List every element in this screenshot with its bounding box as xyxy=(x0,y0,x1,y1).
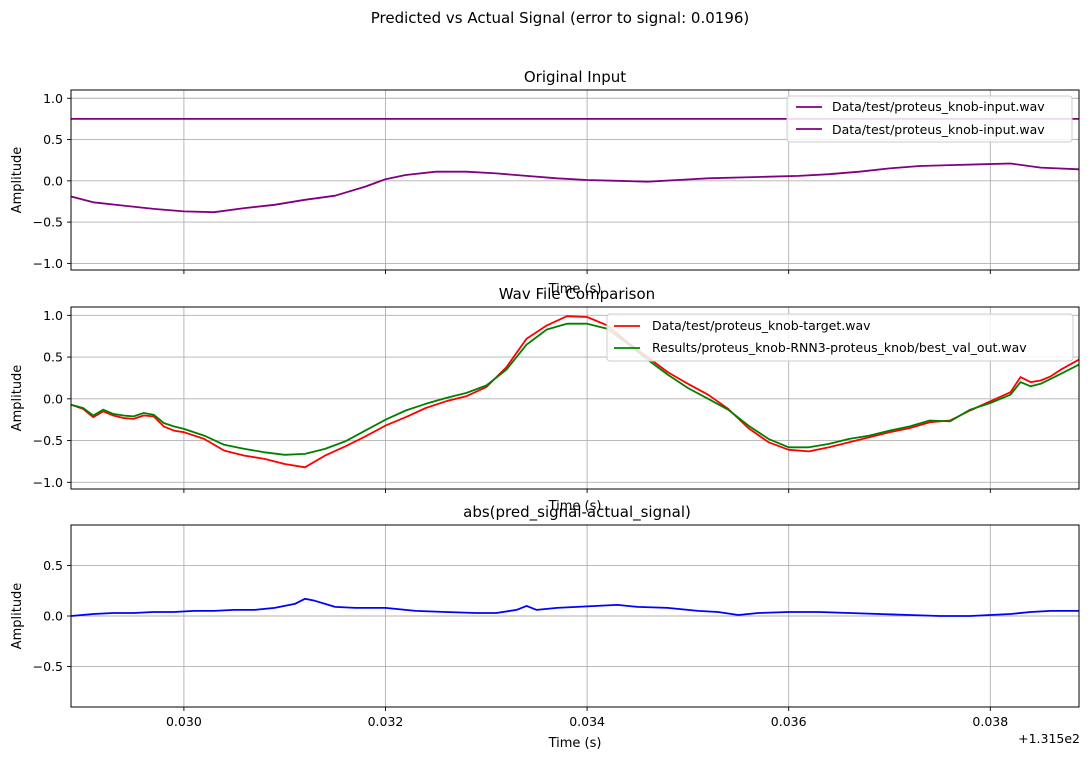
panel-abs-error: abs(pred_signal-actual_signal) −0.5 0.0 0.… xyxy=(10,503,1080,751)
series-line-2 xyxy=(70,322,1080,456)
panel-original-input: Original Input −1.0 −0.5 0.0 0.5 1.0 Amplitu… xyxy=(10,68,1080,297)
y-tick-label: −1.0 xyxy=(33,475,63,490)
x-ticks xyxy=(183,489,991,493)
series-line-2 xyxy=(70,162,1080,214)
y-ticks: −1.0 −0.5 0.0 0.5 1.0 xyxy=(33,91,71,271)
axes-frame xyxy=(70,306,1080,490)
legend: Data/test/proteus_knob-input.wav Data/te… xyxy=(786,95,1073,143)
y-axis-label: Amplitude xyxy=(10,583,25,650)
x-tick-label: 0.038 xyxy=(972,714,1008,729)
y-axis-label: Amplitude xyxy=(10,365,25,432)
y-tick-label: 0.5 xyxy=(43,132,63,147)
legend-entry: Results/proteus_knob-RNN3-proteus_knob/b… xyxy=(652,340,1027,355)
y-tick-label: −1.0 xyxy=(33,256,63,271)
panel-title: abs(pred_signal-actual_signal) xyxy=(463,503,691,522)
x-tick-label: 0.032 xyxy=(368,714,404,729)
x-tick-label: 0.030 xyxy=(166,714,202,729)
plot-lines xyxy=(70,597,1079,617)
y-tick-label: 0.5 xyxy=(43,558,63,573)
x-offset-label: +1.315e2 xyxy=(1018,731,1080,746)
y-tick-label: 1.0 xyxy=(43,91,63,106)
x-ticks xyxy=(183,270,991,274)
y-tick-label: 0.0 xyxy=(43,609,63,624)
grid xyxy=(71,525,1079,707)
legend-box xyxy=(786,95,1073,143)
x-axis-label: Time (s) xyxy=(548,499,602,514)
y-tick-label: 0.0 xyxy=(43,173,63,188)
legend-entry: Data/test/proteus_knob-input.wav xyxy=(832,122,1045,137)
y-tick-label: 0.5 xyxy=(43,350,63,365)
figure-title: Predicted vs Actual Signal (error to sig… xyxy=(371,9,750,27)
y-axis-label: Amplitude xyxy=(10,147,25,214)
legend: Data/test/proteus_knob-target.wav Result… xyxy=(606,313,1074,362)
y-tick-label: 0.0 xyxy=(43,391,63,406)
y-tick-label: 1.0 xyxy=(43,308,63,323)
series-line-1 xyxy=(70,597,1079,617)
legend-box xyxy=(606,313,1074,362)
y-ticks: −1.0 −0.5 0.0 0.5 1.0 xyxy=(33,308,71,490)
x-axis-label: Time (s) xyxy=(548,736,602,751)
x-ticks: 0.030 0.032 0.034 0.036 0.038 xyxy=(166,707,1008,729)
y-ticks: −0.5 0.0 0.5 xyxy=(33,558,71,674)
plot-lines xyxy=(70,315,1080,469)
y-tick-label: −0.5 xyxy=(33,659,63,674)
y-tick-label: −0.5 xyxy=(33,433,63,448)
legend-entry: Data/test/proteus_knob-input.wav xyxy=(832,99,1045,114)
axes-frame xyxy=(70,89,1080,271)
x-tick-label: 0.034 xyxy=(569,714,605,729)
x-tick-label: 0.036 xyxy=(771,714,807,729)
x-axis-label: Time (s) xyxy=(548,282,602,297)
legend-entry: Data/test/proteus_knob-target.wav xyxy=(652,318,871,333)
panel-title: Wav File Comparison xyxy=(499,285,655,303)
panel-wav-comparison: Wav File Comparison −1.0 −0.5 0.0 0.5 1.0 Am… xyxy=(10,285,1080,514)
y-tick-label: −0.5 xyxy=(33,215,63,230)
panel-title: Original Input xyxy=(524,68,626,86)
